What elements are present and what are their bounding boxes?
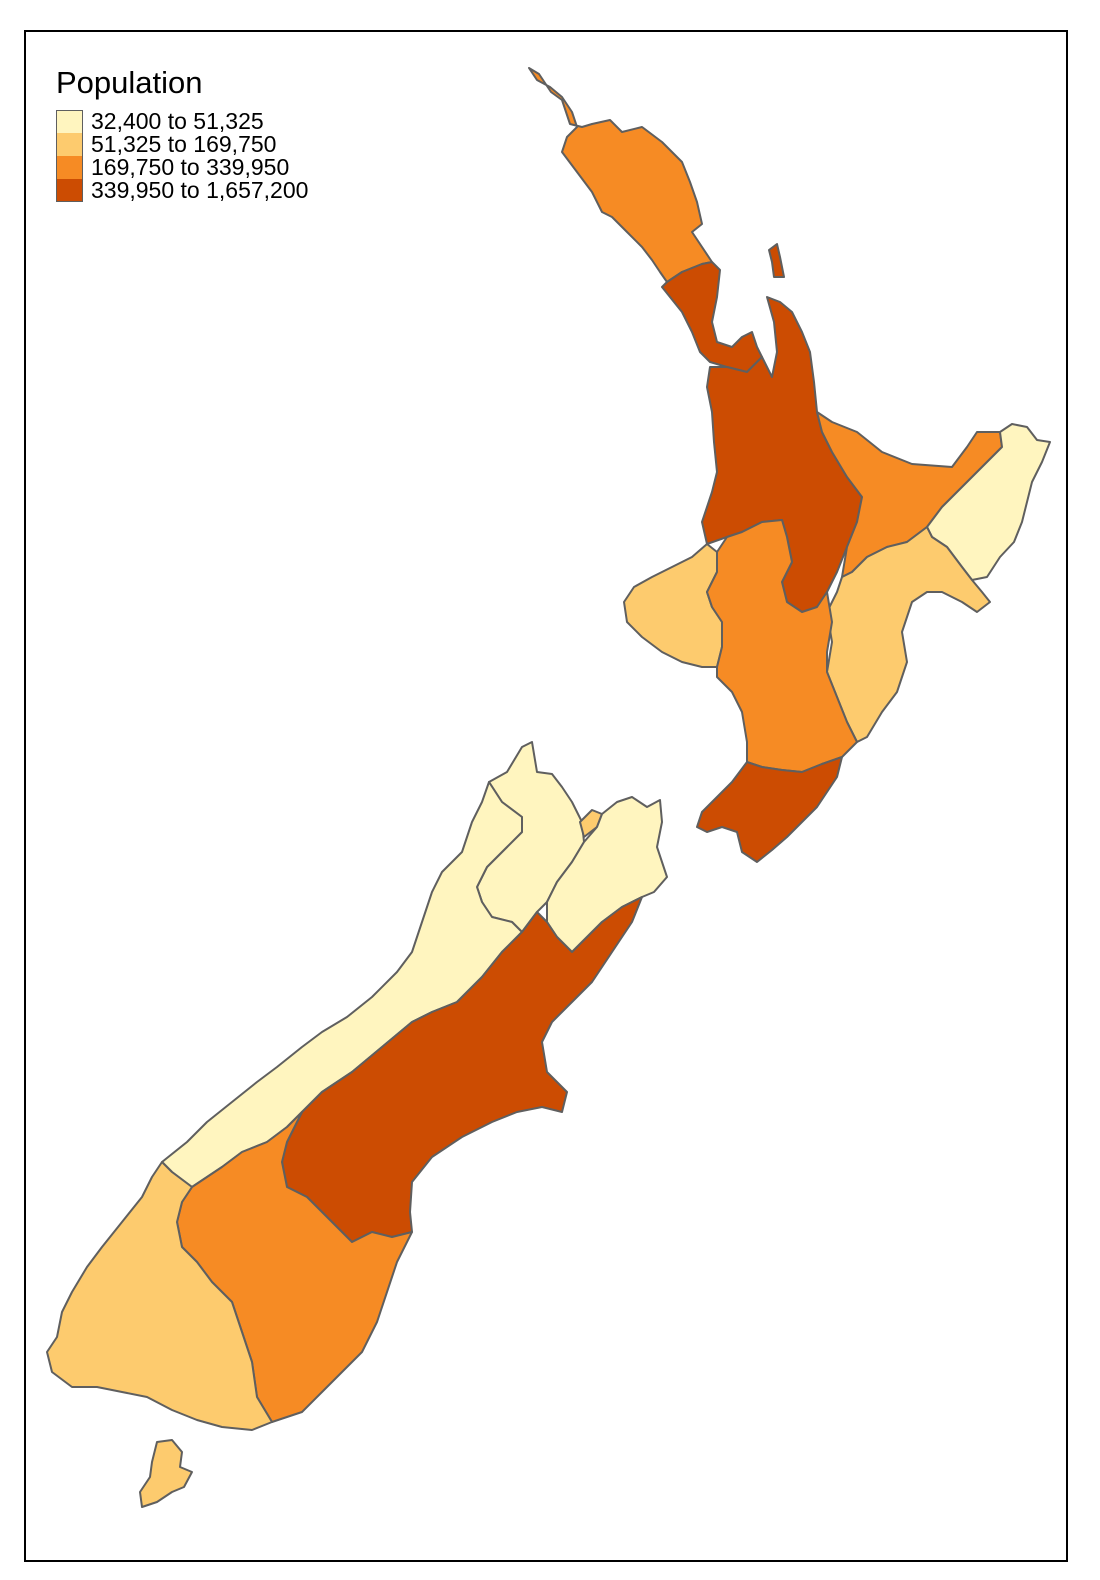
region-auckland[interactable] [661,261,763,373]
legend-label: 32,400 to 51,325 [91,108,264,134]
legend-item: 32,400 to 51,325 [56,110,308,133]
region-southland[interactable] [46,1161,273,1431]
legend-label: 339,950 to 1,657,200 [91,177,309,203]
legend-item: 339,950 to 1,657,200 [56,179,308,202]
legend-swatch [56,156,83,179]
legend: Population 32,400 to 51,325 51,325 to 16… [56,65,308,202]
region-gisborne[interactable] [926,423,1051,581]
region-taranaki[interactable] [623,543,723,668]
region-canterbury[interactable] [281,896,643,1243]
legend-label: 51,325 to 169,750 [91,131,277,157]
region-northland[interactable] [528,67,713,283]
choropleth-map [46,67,1051,1508]
legend-item: 169,750 to 339,950 [56,156,308,179]
legend-swatch [56,133,83,156]
region-stewart-island[interactable] [139,1439,193,1508]
region-wellington[interactable] [696,756,843,863]
legend-swatch [56,110,83,133]
region-auckland-island-a[interactable] [768,243,785,278]
legend-swatch [56,179,83,202]
legend-label: 169,750 to 339,950 [91,154,290,180]
legend-item: 51,325 to 169,750 [56,133,308,156]
legend-title: Population [56,65,203,100]
legend-items: 32,400 to 51,325 51,325 to 169,750 169,7… [56,110,308,202]
map-frame: Population 32,400 to 51,325 51,325 to 16… [24,30,1068,1562]
